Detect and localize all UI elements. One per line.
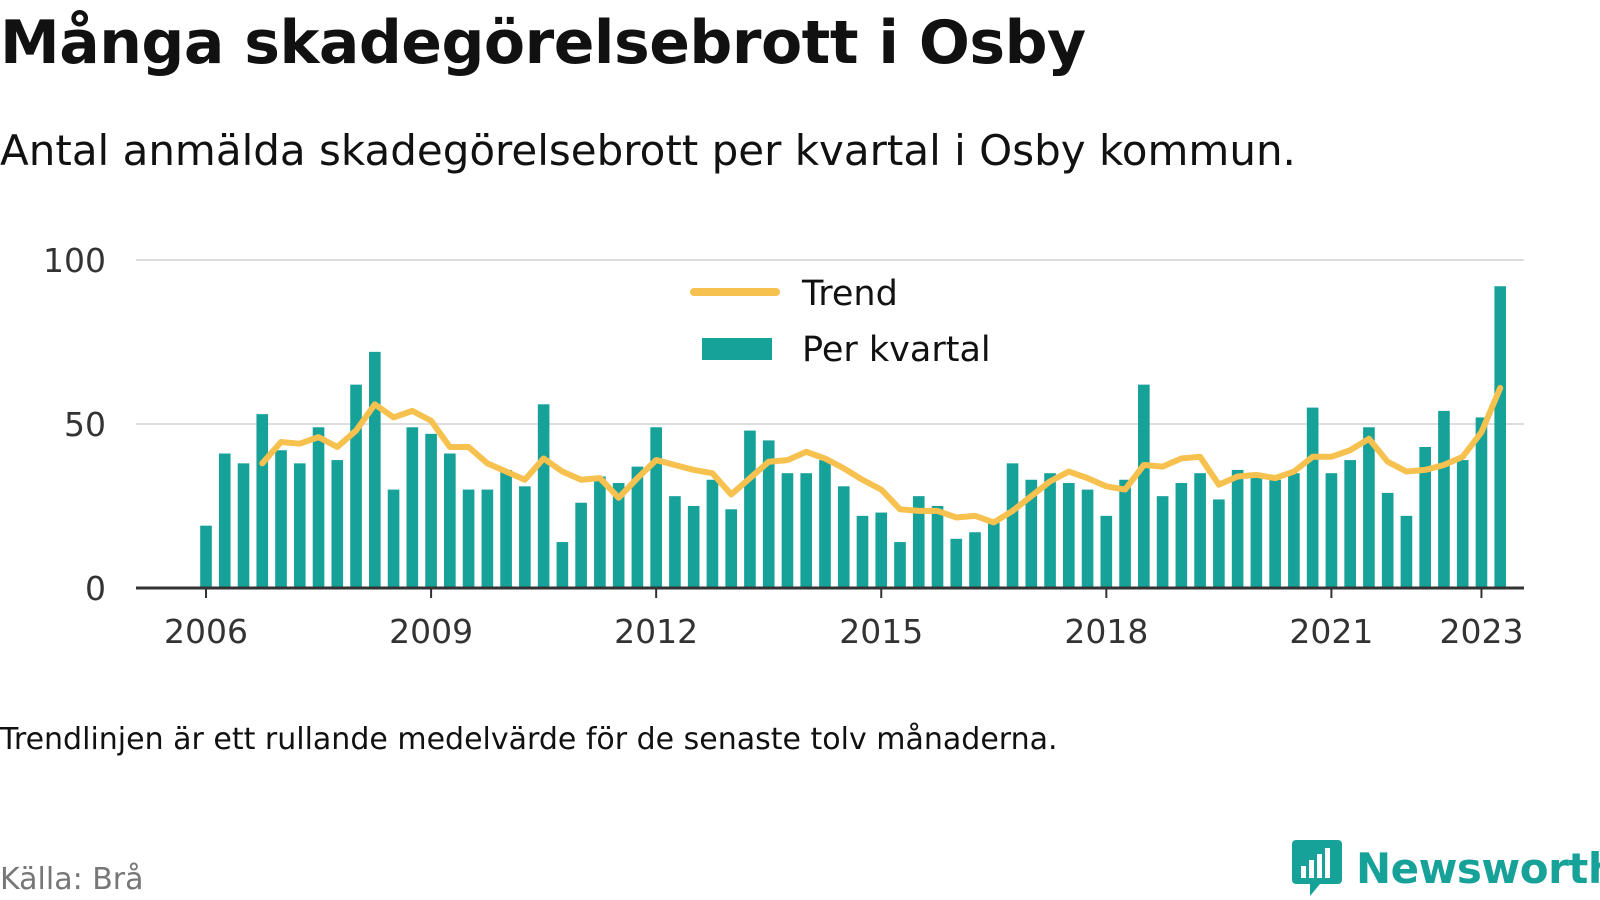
- bar: [894, 542, 906, 588]
- chart: 0 50 100 2006 2009 2012 2015 2018 2021 2023 Trend…: [43, 241, 1524, 651]
- y-tick-label: 0: [85, 569, 106, 608]
- gridlines: [136, 259, 1524, 425]
- chart-subtitle: Antal anmälda skadegörelsebrott per kvar…: [0, 126, 1296, 175]
- bar: [1194, 473, 1206, 588]
- bar: [237, 463, 250, 588]
- newsworthy-logo: Newsworthy: [1292, 840, 1600, 896]
- footnote: Trendlinjen är ett rullande medelvärde f…: [0, 722, 1058, 757]
- legend-trend-label: Trend: [801, 274, 898, 314]
- brand-name: Newsworthy: [1356, 843, 1600, 893]
- bar: [406, 427, 419, 588]
- bar: [556, 542, 569, 588]
- bar: [687, 506, 700, 588]
- trend-line: [259, 384, 1504, 526]
- bar: [462, 489, 475, 588]
- bar: [425, 433, 437, 588]
- bar: [369, 351, 381, 588]
- bar-series-per-kvartal: [200, 286, 1507, 588]
- bar: [612, 483, 625, 588]
- bar: [669, 496, 681, 588]
- bar: [1363, 427, 1375, 588]
- bar: [537, 404, 550, 588]
- x-tick-label: 2021: [1289, 612, 1373, 651]
- x-tick-label: 2006: [164, 612, 248, 651]
- bar: [875, 512, 888, 588]
- x-tick-label: 2023: [1439, 612, 1523, 651]
- bar: [312, 427, 325, 588]
- bar: [1288, 473, 1300, 588]
- bar: [1175, 483, 1188, 588]
- bar: [819, 460, 831, 588]
- line-series-trend: [259, 384, 1504, 526]
- bar: [1438, 410, 1450, 588]
- bar: [1475, 417, 1488, 588]
- bar: [1456, 460, 1469, 588]
- bar: [1044, 473, 1056, 588]
- bar: [1063, 483, 1075, 588]
- bar: [912, 496, 925, 588]
- bar: [1119, 479, 1131, 588]
- bar: [762, 440, 775, 588]
- legend-bars-swatch: [702, 338, 772, 360]
- bar: [725, 509, 737, 588]
- bar: [293, 463, 306, 588]
- bar: [519, 486, 531, 588]
- bar: [1306, 407, 1319, 588]
- bar: [1081, 489, 1094, 588]
- bar: [575, 502, 587, 588]
- newsworthy-icon: [1292, 840, 1342, 896]
- bar: [1250, 473, 1263, 588]
- bar: [1025, 479, 1038, 588]
- bar: [256, 414, 269, 588]
- bar: [950, 538, 963, 588]
- chart-title: Många skadegörelsebrott i Osby: [0, 8, 1086, 78]
- bar: [1138, 384, 1150, 588]
- bar: [1344, 460, 1356, 588]
- bar: [1006, 463, 1019, 588]
- bar: [331, 460, 344, 588]
- bar: [969, 532, 981, 588]
- legend-bars-label: Per kvartal: [802, 330, 991, 370]
- bar: [1325, 473, 1338, 588]
- y-tick-label: 100: [43, 241, 106, 280]
- bar: [444, 453, 456, 588]
- bar: [1494, 286, 1507, 588]
- bar: [1269, 479, 1281, 588]
- bar: [350, 384, 362, 588]
- bar: [1100, 515, 1113, 588]
- bar: [706, 479, 719, 588]
- bar: [387, 489, 400, 588]
- bar: [275, 450, 287, 588]
- y-tick-label: 50: [64, 405, 106, 444]
- axes: 0 50 100 2006 2009 2012 2015 2018 2021 2023: [43, 241, 1524, 651]
- bar: [200, 525, 212, 588]
- x-tick-label: 2015: [839, 612, 923, 651]
- bar: [744, 430, 756, 588]
- x-tick-label: 2018: [1064, 612, 1148, 651]
- bar: [800, 473, 813, 588]
- bar: [1156, 496, 1169, 588]
- bar: [987, 522, 1000, 588]
- bar: [650, 427, 662, 588]
- bar: [218, 453, 231, 588]
- x-tick-label: 2009: [389, 612, 473, 651]
- bar: [500, 469, 512, 588]
- bar: [931, 506, 944, 588]
- bar: [1381, 492, 1394, 588]
- bar: [1400, 515, 1413, 588]
- bar: [856, 515, 869, 588]
- bar: [594, 476, 606, 588]
- bar: [481, 489, 494, 588]
- bar: [837, 486, 850, 588]
- legend: Trend Per kvartal: [690, 274, 991, 370]
- bar: [1213, 499, 1225, 588]
- bar: [781, 473, 794, 588]
- x-tick-label: 2012: [614, 612, 698, 651]
- bar: [631, 466, 644, 588]
- bar: [1231, 469, 1244, 588]
- source-label: Källa: Brå: [0, 862, 144, 897]
- bar: [1419, 446, 1431, 588]
